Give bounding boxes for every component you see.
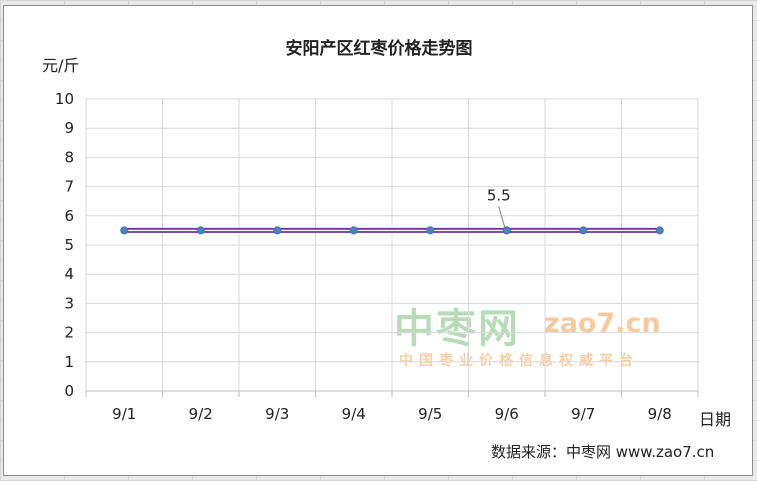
data-point bbox=[502, 226, 511, 235]
y-tick-label: 4 bbox=[64, 265, 74, 283]
data-point bbox=[120, 226, 129, 235]
x-axis-label: 日期 bbox=[699, 410, 732, 429]
chart-title: 安阳产区红枣价格走势图 bbox=[285, 39, 473, 59]
x-tick-label: 9/7 bbox=[571, 405, 595, 423]
watermark-domain: zao7.cn bbox=[544, 308, 661, 339]
x-tick-label: 9/4 bbox=[342, 405, 366, 423]
y-tick-label: 7 bbox=[64, 178, 74, 196]
y-tick-label: 3 bbox=[64, 294, 74, 312]
data-point bbox=[196, 226, 205, 235]
x-tick-label: 9/1 bbox=[112, 405, 136, 423]
watermark-logo-text: 中枣网 bbox=[394, 306, 520, 352]
chart-area[interactable]: 安阳产区红枣价格走势图 元/斤 日期 中枣网 zao7.cn 中国枣业价格信息权… bbox=[3, 5, 753, 476]
y-tick-label: 1 bbox=[64, 353, 74, 371]
data-label: 5.5 bbox=[487, 186, 511, 204]
data-label-leader bbox=[498, 206, 506, 228]
y-tick-label: 2 bbox=[64, 324, 74, 342]
data-point bbox=[273, 226, 282, 235]
x-tick-label: 9/8 bbox=[648, 405, 672, 423]
watermark-tagline: 中国枣业价格信息权威平台 bbox=[399, 353, 639, 369]
y-tick-label: 5 bbox=[64, 236, 74, 254]
y-tick-label: 10 bbox=[55, 90, 74, 108]
data-point bbox=[579, 226, 588, 235]
y-tick-label: 6 bbox=[64, 207, 74, 225]
data-source-note: 数据来源：中枣网 www.zao7.cn bbox=[491, 443, 715, 461]
y-axis-label: 元/斤 bbox=[42, 56, 80, 75]
x-tick-label: 9/2 bbox=[189, 405, 213, 423]
data-point bbox=[655, 226, 664, 235]
x-tick-label: 9/3 bbox=[265, 405, 289, 423]
y-tick-label: 9 bbox=[64, 119, 74, 137]
x-tick-label: 9/5 bbox=[418, 405, 442, 423]
data-point bbox=[426, 226, 435, 235]
x-tick-label: 9/6 bbox=[495, 405, 519, 423]
y-tick-label: 0 bbox=[64, 382, 74, 400]
data-point bbox=[349, 226, 358, 235]
y-tick-label: 8 bbox=[64, 148, 74, 166]
